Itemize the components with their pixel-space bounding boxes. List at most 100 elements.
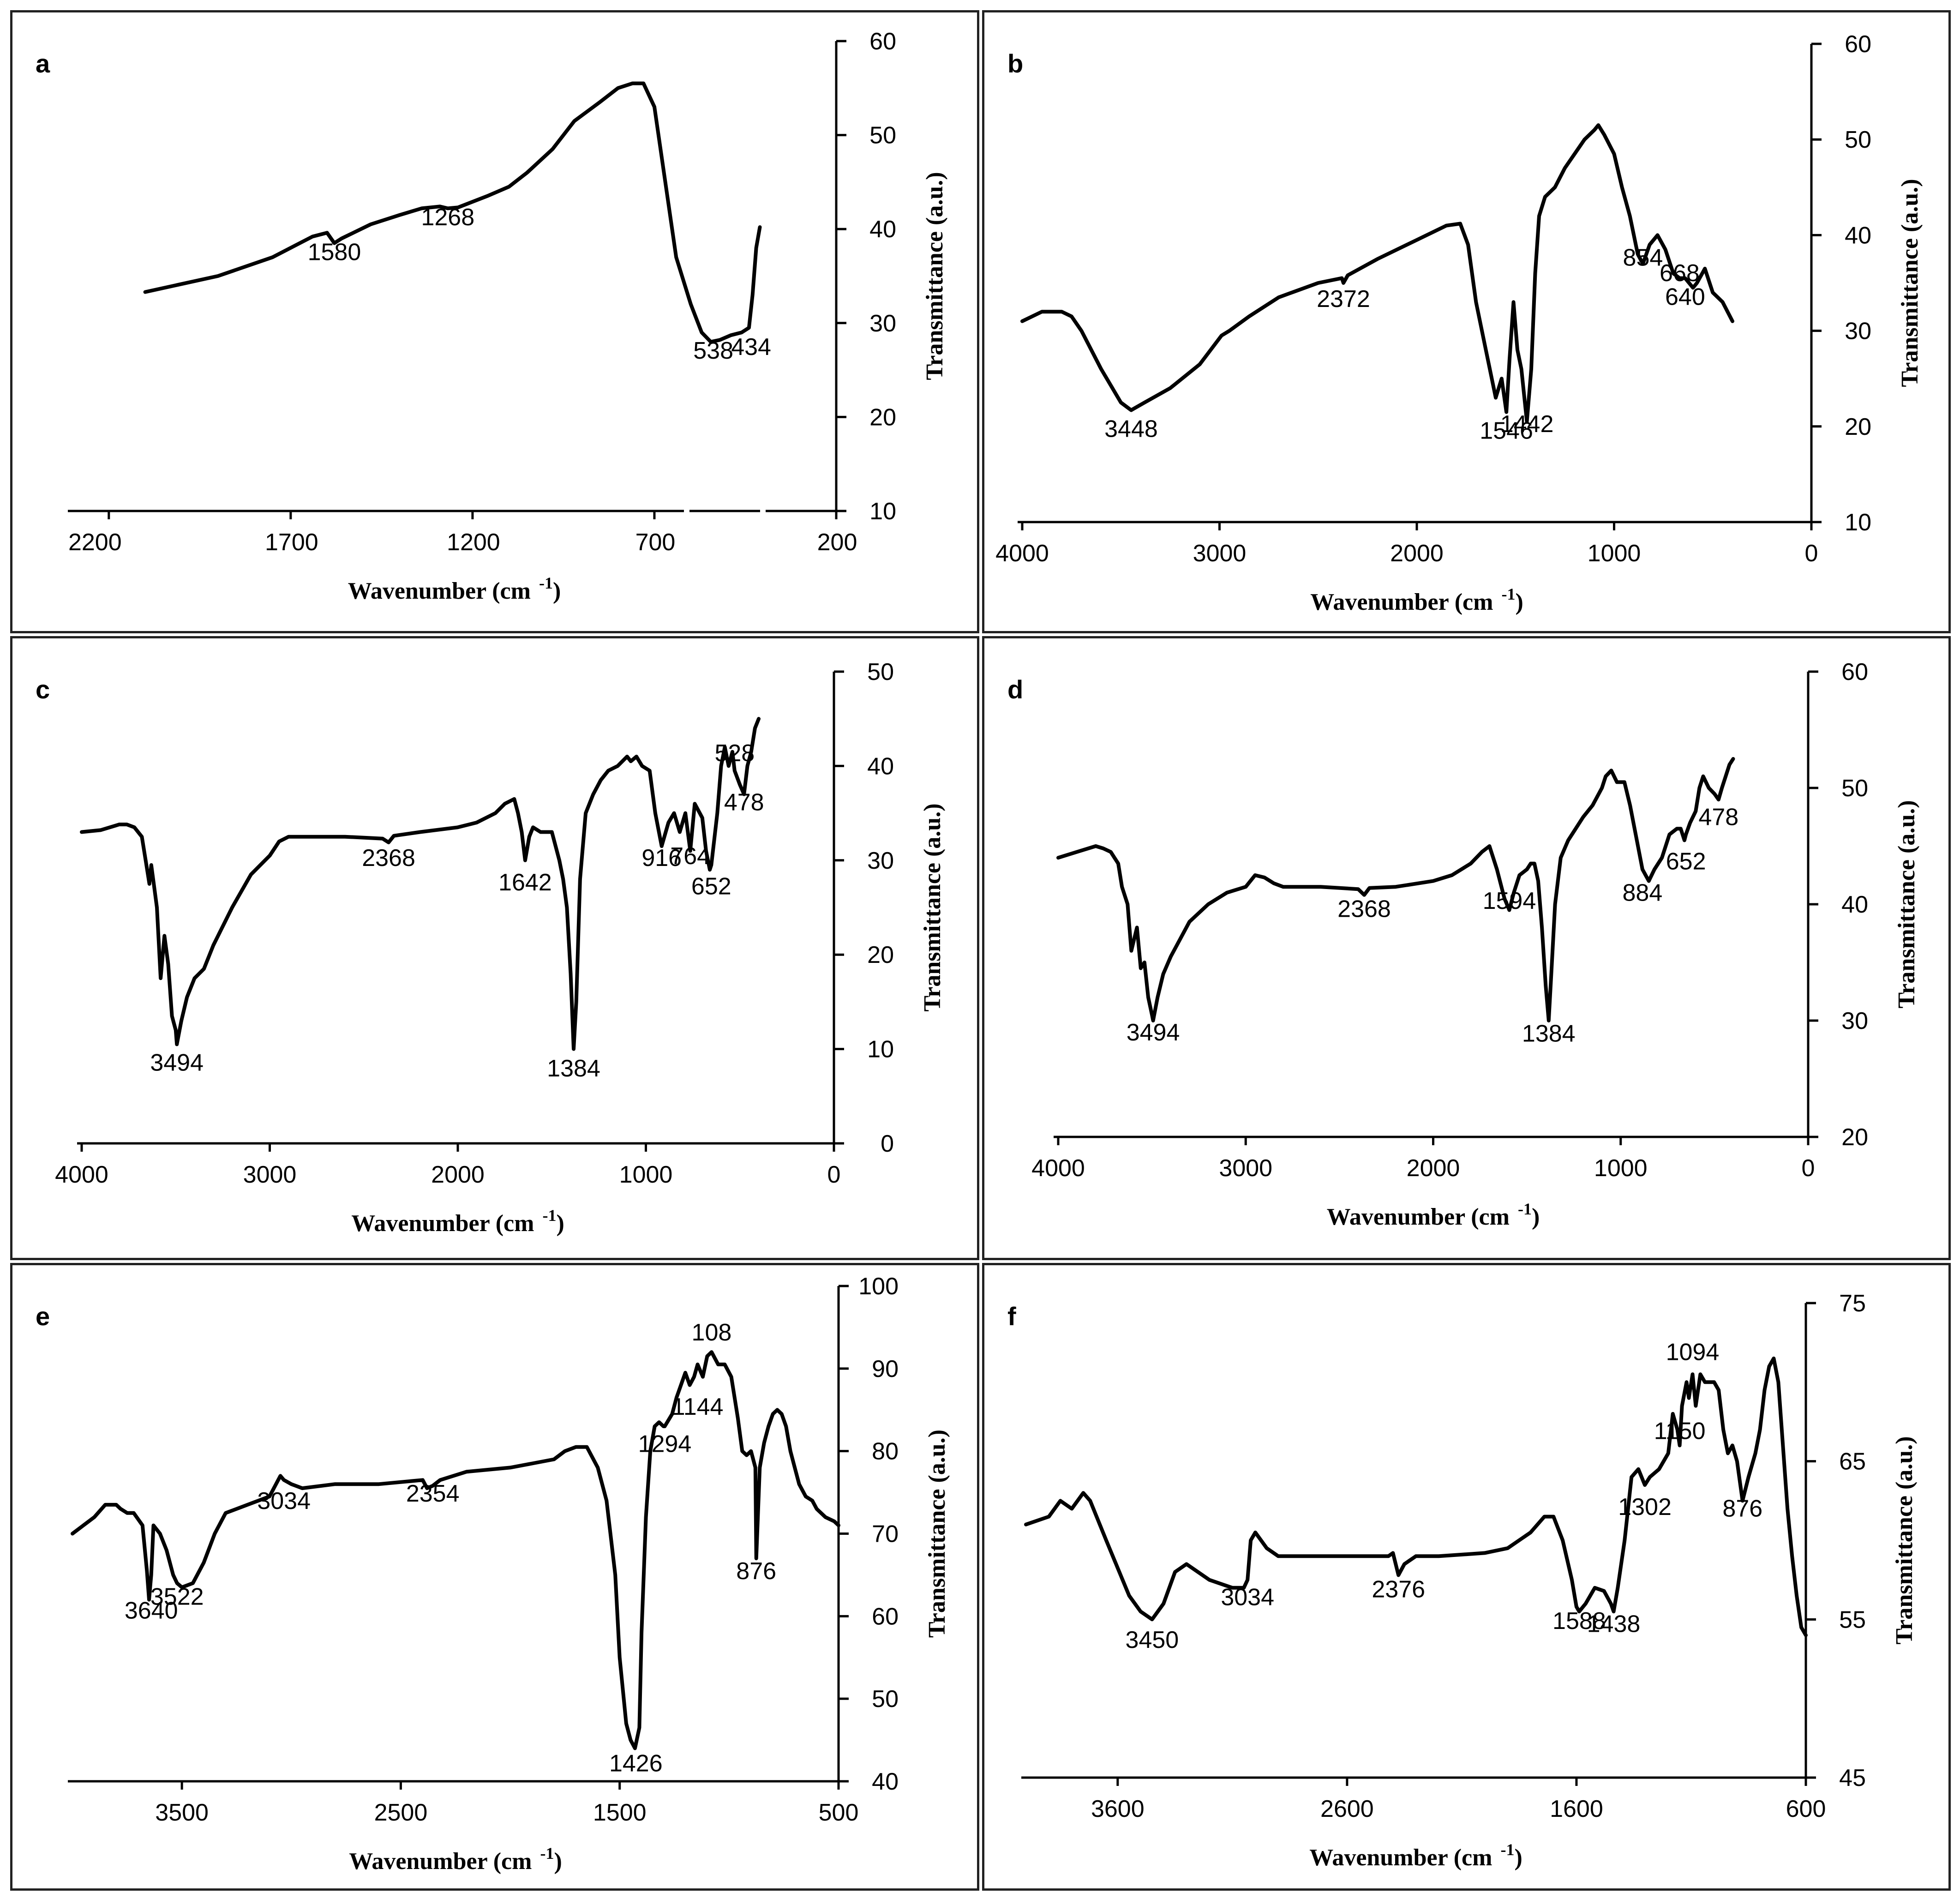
peak-label: 434 <box>731 334 771 361</box>
y-tick-label: 50 <box>1841 775 1868 802</box>
y-tick-label: 0 <box>881 1130 894 1157</box>
peak-label: 478 <box>724 789 764 816</box>
x-tick-label: 1200 <box>447 529 500 556</box>
peak-label: 3640 <box>125 1598 178 1624</box>
y-tick-label: 40 <box>872 1768 899 1795</box>
x-axis-title-close: ) <box>1532 1204 1540 1230</box>
peak-label: 3494 <box>150 1050 204 1076</box>
panel-label: d <box>1007 675 1023 704</box>
x-tick-label: 4000 <box>1031 1155 1085 1182</box>
y-tick-label: 50 <box>869 122 896 149</box>
y-tick-label: 50 <box>867 659 894 685</box>
x-axis-title-text: Wavenumber (cm <box>1327 1204 1510 1230</box>
peak-label: 1150 <box>1654 1418 1706 1445</box>
ir-chart-e: e 3500 2500 1500 500 40 50 60 70 80 90 100 Wavenumbe… <box>36 1273 950 1875</box>
x-axis-title: Wavenumber (cm -1) <box>1310 585 1523 615</box>
x-axis-title-sup: -1 <box>539 574 553 592</box>
y-tick-label: 40 <box>867 753 894 780</box>
x-tick-label: 4000 <box>995 540 1049 567</box>
peak-label: 2376 <box>1372 1576 1425 1603</box>
x-axis-title-sup: -1 <box>1518 1200 1532 1218</box>
x-axis-title-text: Wavenumber (cm <box>351 1210 534 1237</box>
x-axis-title-text: Wavenumber (cm <box>349 1848 532 1875</box>
y-tick-label: 20 <box>869 404 896 431</box>
x-tick-label: 600 <box>1786 1796 1826 1822</box>
x-axis-title-close: ) <box>1515 589 1523 615</box>
y-axis-title: Transmittance (a.u.) <box>1891 1436 1918 1644</box>
x-axis-title-sup: -1 <box>1500 1840 1514 1859</box>
y-tick-label: 55 <box>1839 1606 1866 1633</box>
y-tick-label: 60 <box>1841 659 1868 685</box>
peak-label: 3522 <box>150 1583 204 1610</box>
panel-d: d 4000 3000 2000 1000 0 20 30 40 50 60 Wavenumber (… <box>982 636 1951 1260</box>
x-axis-title-text: Wavenumber (cm <box>1310 589 1493 615</box>
ir-chart-c: c 4000 3000 2000 1000 0 0 10 20 30 40 50 Wavenumber … <box>36 659 946 1237</box>
x-tick-label: 2000 <box>431 1161 485 1188</box>
peak-label: 652 <box>691 873 731 900</box>
peak-label: 3034 <box>257 1488 311 1514</box>
peak-label: 2354 <box>406 1480 460 1507</box>
x-axis-title-close: ) <box>556 1210 564 1237</box>
y-tick-label: 20 <box>867 942 894 968</box>
x-axis-title-close: ) <box>554 1848 562 1875</box>
panel-label: b <box>1007 49 1023 78</box>
y-axis-title: Transmittance (a.u.) <box>922 172 948 380</box>
peak-label: 884 <box>1622 879 1662 906</box>
x-axis-title-close: ) <box>1514 1845 1522 1871</box>
y-tick-label: 60 <box>1845 31 1871 58</box>
peak-label: 652 <box>1666 848 1706 875</box>
peak-label: 1426 <box>609 1750 663 1777</box>
y-tick-label: 30 <box>1845 318 1871 345</box>
y-tick-label: 75 <box>1839 1290 1866 1317</box>
panel-label: a <box>36 49 50 78</box>
peak-label: 1594 <box>1483 888 1536 914</box>
peak-label: 1438 <box>1587 1611 1641 1638</box>
y-axis-title: Transmittance (a.u.) <box>1897 179 1923 387</box>
peak-label: 640 <box>1665 284 1705 311</box>
ir-chart-f: f 3600 2600 1600 600 45 55 65 75 Wavenumber (cm -1… <box>1007 1290 1918 1871</box>
y-tick-label: 40 <box>869 216 896 243</box>
panel-c: c 4000 3000 2000 1000 0 0 10 20 30 40 50 Wavenumber … <box>10 636 979 1260</box>
y-tick-label: 50 <box>872 1686 899 1713</box>
peak-label: 478 <box>1698 804 1738 831</box>
peak-label: 1588 <box>1552 1608 1606 1635</box>
x-tick-label: 2600 <box>1320 1796 1374 1822</box>
ir-chart-d: d 4000 3000 2000 1000 0 20 30 40 50 60 Wavenumber (… <box>1007 659 1920 1230</box>
y-tick-label: 50 <box>1845 126 1871 153</box>
x-tick-label: 700 <box>635 529 676 556</box>
x-axis-title-text: Wavenumber (cm <box>348 578 531 604</box>
peak-label: 854 <box>1623 245 1663 271</box>
x-tick-label: 0 <box>827 1161 841 1188</box>
panel-label: c <box>36 675 50 704</box>
y-tick-label: 20 <box>1841 1124 1868 1151</box>
peak-label: 3450 <box>1126 1627 1179 1653</box>
x-tick-label: 0 <box>1802 1155 1815 1182</box>
x-axis-title: Wavenumber (cm -1) <box>351 1206 564 1237</box>
x-axis-title: Wavenumber (cm -1) <box>349 1844 562 1875</box>
x-tick-label: 1000 <box>1594 1155 1648 1182</box>
spectrum-line-b <box>1020 123 1734 424</box>
spectrum-line-d <box>1056 757 1735 1022</box>
panel-label: e <box>36 1302 50 1331</box>
panel-label: f <box>1007 1302 1016 1331</box>
panel-b: b 4000 3000 2000 1000 0 10 20 30 40 50 60 Wavenumber… <box>982 10 1951 633</box>
peak-label: 876 <box>1722 1496 1762 1522</box>
peak-label: 1094 <box>1666 1339 1720 1365</box>
peak-label: 1302 <box>1618 1494 1672 1520</box>
peak-label: 1294 <box>638 1430 692 1457</box>
y-tick-label: 10 <box>869 498 896 525</box>
panel-f: f 3600 2600 1600 600 45 55 65 75 Wavenumber (cm -1… <box>982 1263 1951 1891</box>
y-tick-label: 30 <box>867 847 894 874</box>
y-tick-label: 70 <box>872 1521 899 1548</box>
x-axis-title-close: ) <box>553 578 561 604</box>
x-tick-label: 3600 <box>1091 1796 1145 1822</box>
y-tick-label: 40 <box>1841 891 1868 918</box>
y-axis-title: Transmittance (a.u.) <box>924 1430 950 1638</box>
peak-label: 1442 <box>1500 411 1554 438</box>
x-tick-label: 4000 <box>55 1161 108 1188</box>
y-tick-label: 60 <box>869 28 896 55</box>
x-tick-label: 1000 <box>619 1161 673 1188</box>
peak-label: 2372 <box>1317 286 1370 312</box>
x-tick-label: 1500 <box>593 1799 647 1826</box>
x-tick-label: 2200 <box>68 529 122 556</box>
